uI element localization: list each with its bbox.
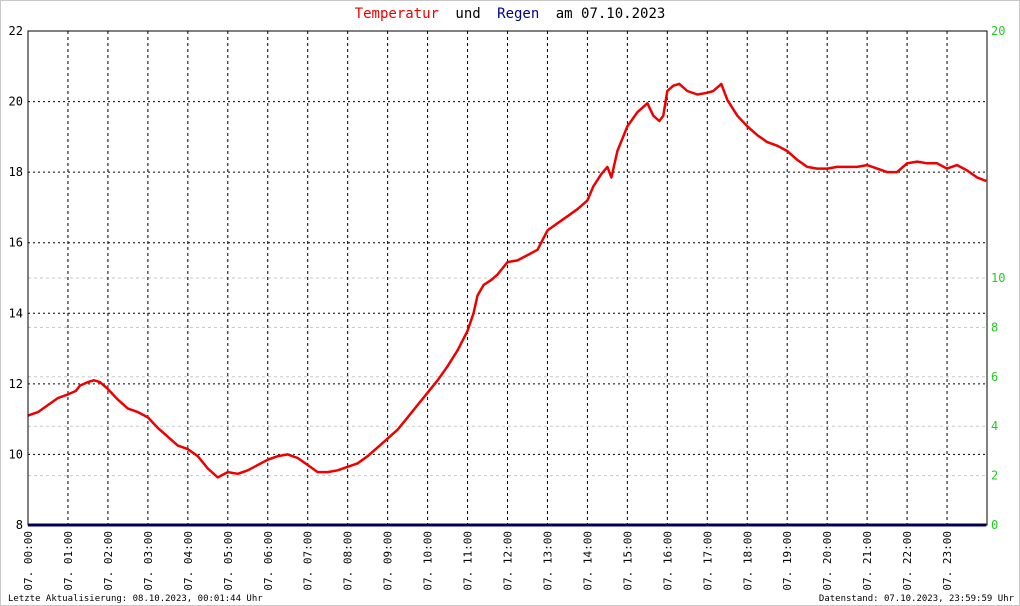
grid — [28, 30, 987, 525]
x-tick-label: 07. 02:00 — [102, 531, 115, 591]
chart-title: Temperatur und Regen am 07.10.2023 — [355, 6, 666, 22]
x-tick-label: 07. 19:00 — [781, 531, 794, 591]
x-tick-label: 07. 15:00 — [621, 531, 634, 591]
left-tick-label: 16 — [9, 236, 23, 250]
left-tick-label: 12 — [9, 377, 23, 391]
temperature-series-line — [27, 82, 987, 479]
x-tick-label: 07. 12:00 — [502, 531, 515, 591]
x-tick-label: 07. 20:00 — [821, 531, 834, 591]
title-temperatur: Temperatur — [355, 6, 439, 22]
x-tick-label: 07. 16:00 — [661, 531, 674, 591]
left-tick-label: 10 — [9, 447, 23, 461]
plot-border — [27, 30, 988, 526]
footer-data-status: Datenstand: 07.10.2023, 23:59:59 Uhr — [819, 594, 1015, 604]
x-tick-label: 07. 03:00 — [142, 531, 155, 591]
x-tick-label: 07. 14:00 — [581, 531, 594, 591]
title-regen: Regen — [497, 6, 539, 22]
axes: 8 10 12 14 16 18 20 22 0 2 4 6 8 10 20 07. 00:00 07. 01:… — [9, 24, 1006, 591]
left-tick-label: 22 — [9, 24, 23, 38]
x-tick-label: 07. 23:00 — [941, 531, 954, 591]
right-tick-label: 2 — [991, 469, 998, 483]
x-tick-label: 07. 22:00 — [901, 531, 914, 591]
x-tick-label: 07. 05:00 — [222, 531, 235, 591]
x-tick-label: 07. 01:00 — [62, 531, 75, 591]
x-tick-label: 07. 18:00 — [741, 531, 754, 591]
right-tick-label: 20 — [991, 24, 1005, 38]
x-tick-label: 07. 13:00 — [541, 531, 554, 591]
right-tick-label: 0 — [991, 518, 998, 532]
title-date: am 07.10.2023 — [556, 6, 666, 22]
footer-last-update: Letzte Aktualisierung: 08.10.2023, 00:01… — [8, 594, 263, 604]
x-tick-label: 07. 09:00 — [382, 531, 395, 591]
x-tick-label: 07. 00:00 — [22, 531, 35, 591]
x-tick-label: 07. 08:00 — [342, 531, 355, 591]
left-tick-label: 20 — [9, 95, 23, 109]
x-tick-label: 07. 11:00 — [462, 531, 475, 591]
x-tick-label: 07. 07:00 — [302, 531, 315, 591]
title-und: und — [455, 6, 480, 22]
x-tick-label: 07. 04:00 — [182, 531, 195, 591]
left-tick-label: 18 — [9, 165, 23, 179]
x-tick-label: 07. 21:00 — [861, 531, 874, 591]
right-tick-label: 4 — [991, 419, 998, 433]
right-tick-label: 6 — [991, 370, 998, 384]
right-tick-label: 8 — [991, 320, 998, 334]
left-tick-label: 8 — [16, 518, 23, 532]
x-tick-label: 07. 06:00 — [262, 531, 275, 591]
right-tick-label: 10 — [991, 271, 1005, 285]
left-tick-label: 14 — [9, 306, 23, 320]
x-tick-label: 07. 17:00 — [701, 531, 714, 591]
x-tick-label: 07. 10:00 — [422, 531, 435, 591]
